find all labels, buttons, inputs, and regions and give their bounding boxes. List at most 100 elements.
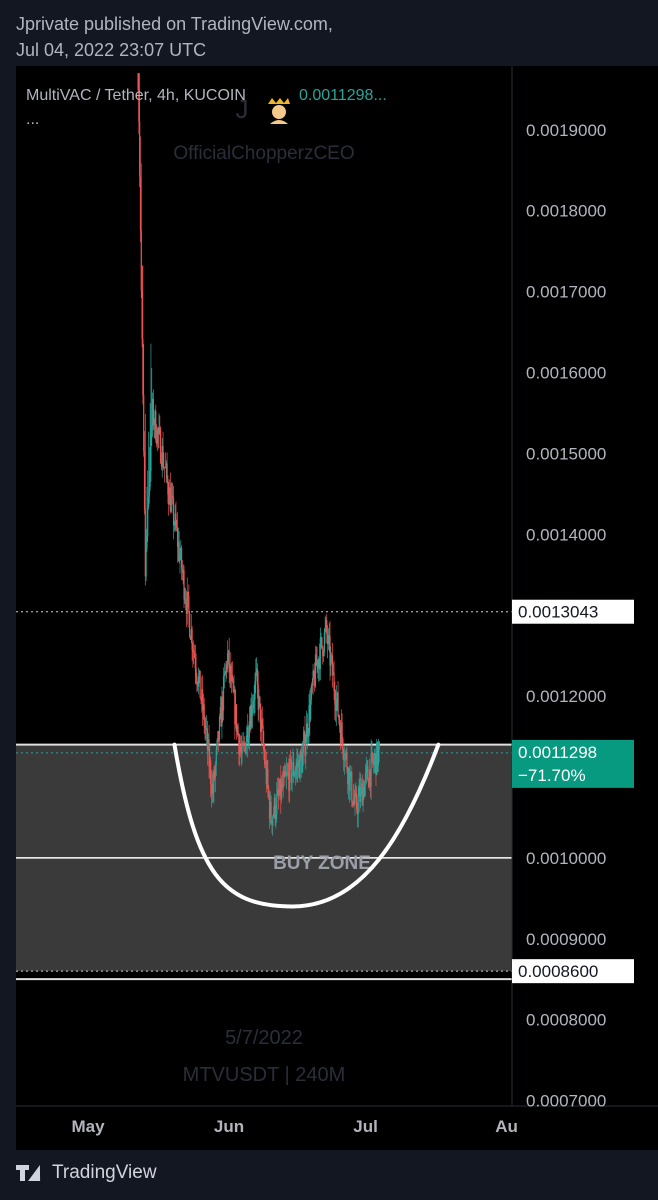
candle-body: [179, 556, 181, 562]
y-axis[interactable]: 0.0019000 0.0018000 0.0017000 0.0016000 0.00…: [526, 121, 606, 1111]
candle-body: [290, 759, 292, 783]
candle-body: [156, 429, 159, 444]
candle-body: [293, 761, 295, 777]
candle-body: [241, 743, 243, 754]
candle-body: [307, 732, 309, 738]
candle-body: [268, 796, 271, 819]
y-tick-label: 0.0014000: [526, 525, 606, 544]
candle-body: [141, 290, 143, 340]
cup-curve: [172, 742, 441, 909]
candle-body: [376, 742, 378, 776]
price-chart[interactable]: BUY ZONE J OfficialChopperzCEO 5/7/2022 …: [16, 66, 658, 1150]
candle-body: [280, 779, 282, 800]
candle-body: [353, 799, 355, 804]
candle-body: [271, 821, 273, 826]
tradingview-brand[interactable]: TradingView: [16, 1162, 157, 1184]
candle-body: [376, 742, 379, 766]
candle-body: [206, 728, 209, 750]
candle-body: [318, 658, 321, 670]
candle-body: [332, 672, 334, 676]
candle-body: [331, 655, 333, 657]
candle-body: [142, 339, 144, 395]
chart-area[interactable]: BUY ZONE J OfficialChopperzCEO 5/7/2022 …: [16, 66, 658, 1150]
candle-body: [238, 734, 240, 755]
price-label-support: 0.0008600: [512, 959, 634, 984]
candle-body: [184, 598, 186, 600]
candle-body: [333, 672, 335, 691]
legend-more[interactable]: ...: [26, 111, 39, 128]
candle-body: [342, 738, 344, 754]
candle-body: [225, 664, 227, 673]
candle-body: [201, 689, 203, 701]
candle-body: [171, 495, 173, 498]
candle-body: [352, 799, 354, 806]
candle-body: [305, 742, 307, 756]
candle-body: [234, 690, 236, 725]
candle-body: [231, 675, 234, 680]
candle-body: [336, 692, 338, 699]
candle-body: [339, 726, 342, 744]
candle-body: [156, 440, 158, 444]
x-tick-label: May: [71, 1117, 105, 1136]
candle-body: [239, 746, 242, 752]
candle-body: [366, 766, 368, 768]
candle-body: [319, 638, 321, 670]
candle-body: [193, 651, 195, 653]
x-axis[interactable]: May Jun Jul Au: [71, 1117, 517, 1136]
candle-body: [212, 784, 214, 793]
candle-body: [251, 708, 254, 716]
candle-body: [192, 649, 194, 652]
candle-body: [229, 665, 231, 673]
candle-body: [372, 753, 374, 762]
candle-body: [140, 230, 142, 291]
candle-body: [368, 769, 371, 788]
price-label-current-text: 0.0011298: [518, 743, 597, 762]
candle-body: [317, 660, 319, 669]
candle-body: [299, 751, 301, 779]
candle-body: [351, 772, 353, 802]
candle-body: [196, 676, 198, 683]
x-tick-label: Jun: [214, 1117, 244, 1136]
candle-body: [310, 699, 312, 720]
candle-body: [222, 696, 224, 711]
candle-body: [286, 771, 288, 773]
y-tick-label: 0.0007000: [526, 1092, 606, 1111]
candle-body: [227, 650, 229, 654]
candle-body: [147, 496, 150, 507]
candle-body: [252, 701, 254, 709]
candle-body: [281, 784, 283, 800]
candle-body: [193, 651, 196, 658]
candle-body: [174, 513, 176, 525]
candle-body: [246, 727, 248, 742]
candle-body: [316, 660, 318, 666]
price-label-resistance-text: 0.0013043: [518, 603, 598, 622]
candle-body: [373, 759, 375, 766]
candle-body: [177, 541, 179, 547]
candle-body: [239, 746, 241, 755]
candle-body: [230, 665, 232, 682]
candle-body: [264, 751, 266, 765]
candle-body: [289, 759, 291, 791]
candle-body: [264, 761, 267, 765]
candle-body: [370, 753, 372, 787]
candle-body: [221, 696, 223, 727]
candle-body: [163, 466, 165, 468]
y-tick-label: 0.0016000: [526, 364, 606, 383]
candle-body: [314, 676, 316, 687]
candle-body: [145, 548, 147, 577]
candle-body: [164, 466, 166, 468]
candle-body: [164, 467, 167, 469]
candle-body: [372, 761, 375, 766]
candle-body: [321, 637, 323, 647]
candle-body: [166, 463, 168, 479]
candle-body: [178, 541, 180, 562]
legend-symbol[interactable]: MultiVAC / Tether, 4h, KUCOIN: [26, 87, 246, 104]
candle-body: [349, 775, 351, 791]
candle-body: [377, 748, 379, 766]
x-tick-label: Jul: [353, 1117, 378, 1136]
candle-body: [294, 772, 296, 776]
candle-body: [263, 742, 265, 752]
candle-body: [153, 424, 155, 426]
candle-body: [311, 685, 313, 686]
candle-body: [186, 592, 188, 614]
